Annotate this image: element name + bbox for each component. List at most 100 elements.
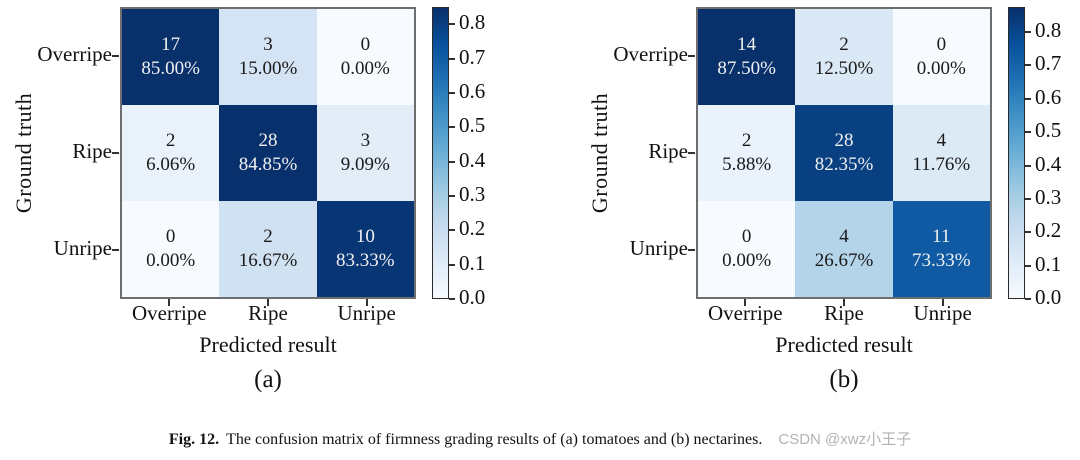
- y-tick-mark: [112, 152, 119, 154]
- cell-percent: 82.35%: [814, 154, 874, 175]
- cell-ripe-unripe: 3 9.09%: [316, 105, 414, 201]
- colorbar-tick-mark: [449, 91, 455, 94]
- colorbar-tick-mark: [1025, 231, 1031, 234]
- panel-letter-b: (b): [829, 366, 859, 393]
- cell-count: 28: [258, 130, 278, 151]
- cell-unripe-overripe: 0 0.00%: [122, 201, 220, 297]
- x-tick-mark: [365, 299, 368, 306]
- x-tick-mark: [744, 299, 747, 306]
- colorbar-tick-0.4: 0.4: [459, 147, 486, 172]
- panel-letter-a: (a): [254, 366, 282, 393]
- colorbar-tick-mark: [1025, 31, 1031, 34]
- x-tick-mark: [267, 299, 269, 306]
- cell-overripe-overripe: 17 85.00%: [122, 9, 220, 105]
- colorbar-tick-0.0: 0.0: [459, 285, 486, 309]
- colorbar-tick-mark: [1025, 264, 1031, 267]
- cell-unripe-overripe: 0 0.00%: [698, 201, 796, 297]
- x-axis-label: Predicted result: [199, 332, 337, 357]
- cell-percent: 85.00%: [141, 58, 200, 79]
- cell-count: 0: [741, 226, 752, 247]
- colorbar-tick-0.2: 0.2: [1035, 218, 1062, 243]
- cell-percent: 5.88%: [722, 154, 772, 175]
- cell-ripe-overripe: 2 5.88%: [698, 105, 796, 201]
- colorbar-a: [432, 7, 449, 299]
- cell-percent: 6.06%: [146, 154, 196, 175]
- cell-unripe-ripe: 2 16.67%: [219, 201, 317, 297]
- x-tick-mark: [941, 299, 944, 306]
- y-tick-mark: [688, 152, 695, 154]
- colorbar-tick-mark: [1025, 64, 1031, 67]
- cell-percent: 9.09%: [340, 154, 390, 175]
- watermark: CSDN @xwz小王子: [778, 431, 912, 448]
- colorbar-gradient: [433, 8, 448, 298]
- cell-overripe-overripe: 14 87.50%: [698, 9, 796, 105]
- cell-percent: 73.33%: [912, 250, 971, 271]
- cell-overripe-ripe: 2 12.50%: [795, 9, 893, 105]
- colorbar-tick-0.2: 0.2: [459, 216, 486, 241]
- y-tick-overripe: Overripe: [37, 41, 112, 66]
- colorbar-tick-0.7: 0.7: [1035, 51, 1062, 76]
- cell-percent: 15.00%: [238, 58, 298, 79]
- colorbar-b: [1008, 7, 1025, 299]
- colorbar-tick-0.7: 0.7: [459, 44, 486, 69]
- cell-count: 2: [263, 226, 273, 247]
- cell-ripe-overripe: 2 6.06%: [122, 105, 220, 201]
- cell-count: 4: [936, 130, 947, 151]
- colorbar-tick-0.5: 0.5: [459, 113, 486, 138]
- y-tick-ripe: Ripe: [72, 139, 112, 163]
- y-tick-mark: [688, 54, 695, 57]
- cell-count: 10: [355, 226, 375, 247]
- y-tick-ripe: Ripe: [648, 139, 688, 163]
- figure-caption: Fig. 12. The confusion matrix of firmness…: [0, 428, 1080, 449]
- cell-overripe-ripe: 3 15.00%: [219, 9, 317, 105]
- colorbar-tick-mark: [1025, 131, 1031, 134]
- x-tick-mark: [843, 299, 845, 306]
- colorbar-tick-mark: [449, 229, 455, 232]
- cell-count: 3: [360, 130, 371, 151]
- cell-count: 2: [741, 130, 752, 151]
- colorbar-tick-mark: [449, 126, 455, 129]
- cell-percent: 83.33%: [336, 250, 395, 271]
- cell-percent: 26.67%: [814, 250, 874, 271]
- colorbar-tick-mark: [449, 298, 455, 300]
- cell-count: 0: [165, 226, 176, 247]
- cell-percent: 12.50%: [814, 58, 874, 79]
- cell-ripe-ripe: 28 84.85%: [219, 105, 317, 201]
- cell-count: 2: [839, 34, 849, 55]
- heatmap-grid-a: 17 85.00% 3 15.00% 0 0.00% 2 6.06% 28 84.85% 3 9.09…: [120, 7, 416, 299]
- cell-count: 0: [936, 34, 947, 55]
- colorbar-tick-0.1: 0.1: [1035, 251, 1062, 276]
- y-tick-overripe: Overripe: [613, 41, 688, 66]
- colorbar-tick-0.5: 0.5: [1035, 118, 1062, 143]
- cell-overripe-unripe: 0 0.00%: [892, 9, 990, 105]
- cell-percent: 16.67%: [238, 250, 298, 271]
- x-tick-mark: [168, 299, 171, 306]
- colorbar-tick-mark: [1025, 97, 1031, 100]
- colorbar-tick-mark: [449, 263, 455, 266]
- colorbar-tick-0.0: 0.0: [1035, 285, 1062, 309]
- colorbar-gradient: [1009, 8, 1024, 298]
- colorbar-tick-0.1: 0.1: [459, 250, 486, 275]
- cell-ripe-unripe: 4 11.76%: [892, 105, 990, 201]
- cell-count: 11: [932, 226, 951, 247]
- colorbar-tick-mark: [449, 194, 455, 197]
- colorbar-tick-0.6: 0.6: [1035, 84, 1062, 109]
- confusion-matrix-panel-a: Ground truth 17 85.00% 3 15.00% 0 0.00% 2 6.06%…: [2, 0, 542, 408]
- colorbar-tick-0.8: 0.8: [1035, 18, 1062, 43]
- y-tick-unripe: Unripe: [629, 236, 688, 261]
- y-tick-unripe: Unripe: [53, 236, 112, 261]
- cell-percent: 84.85%: [238, 154, 298, 175]
- colorbar-tick-mark: [1025, 298, 1031, 300]
- colorbar-tick-0.3: 0.3: [459, 181, 486, 206]
- y-tick-mark: [112, 249, 119, 252]
- cell-overripe-unripe: 0 0.00%: [316, 9, 414, 105]
- colorbar-tick-0.4: 0.4: [1035, 151, 1062, 176]
- cell-count: 28: [834, 130, 854, 151]
- colorbar-tick-0.6: 0.6: [459, 78, 486, 103]
- x-axis-label: Predicted result: [775, 332, 913, 357]
- cell-count: 0: [360, 34, 371, 55]
- colorbar-tick-mark: [449, 160, 455, 163]
- colorbar-tick-mark: [1025, 164, 1031, 167]
- cell-count: 3: [263, 34, 273, 55]
